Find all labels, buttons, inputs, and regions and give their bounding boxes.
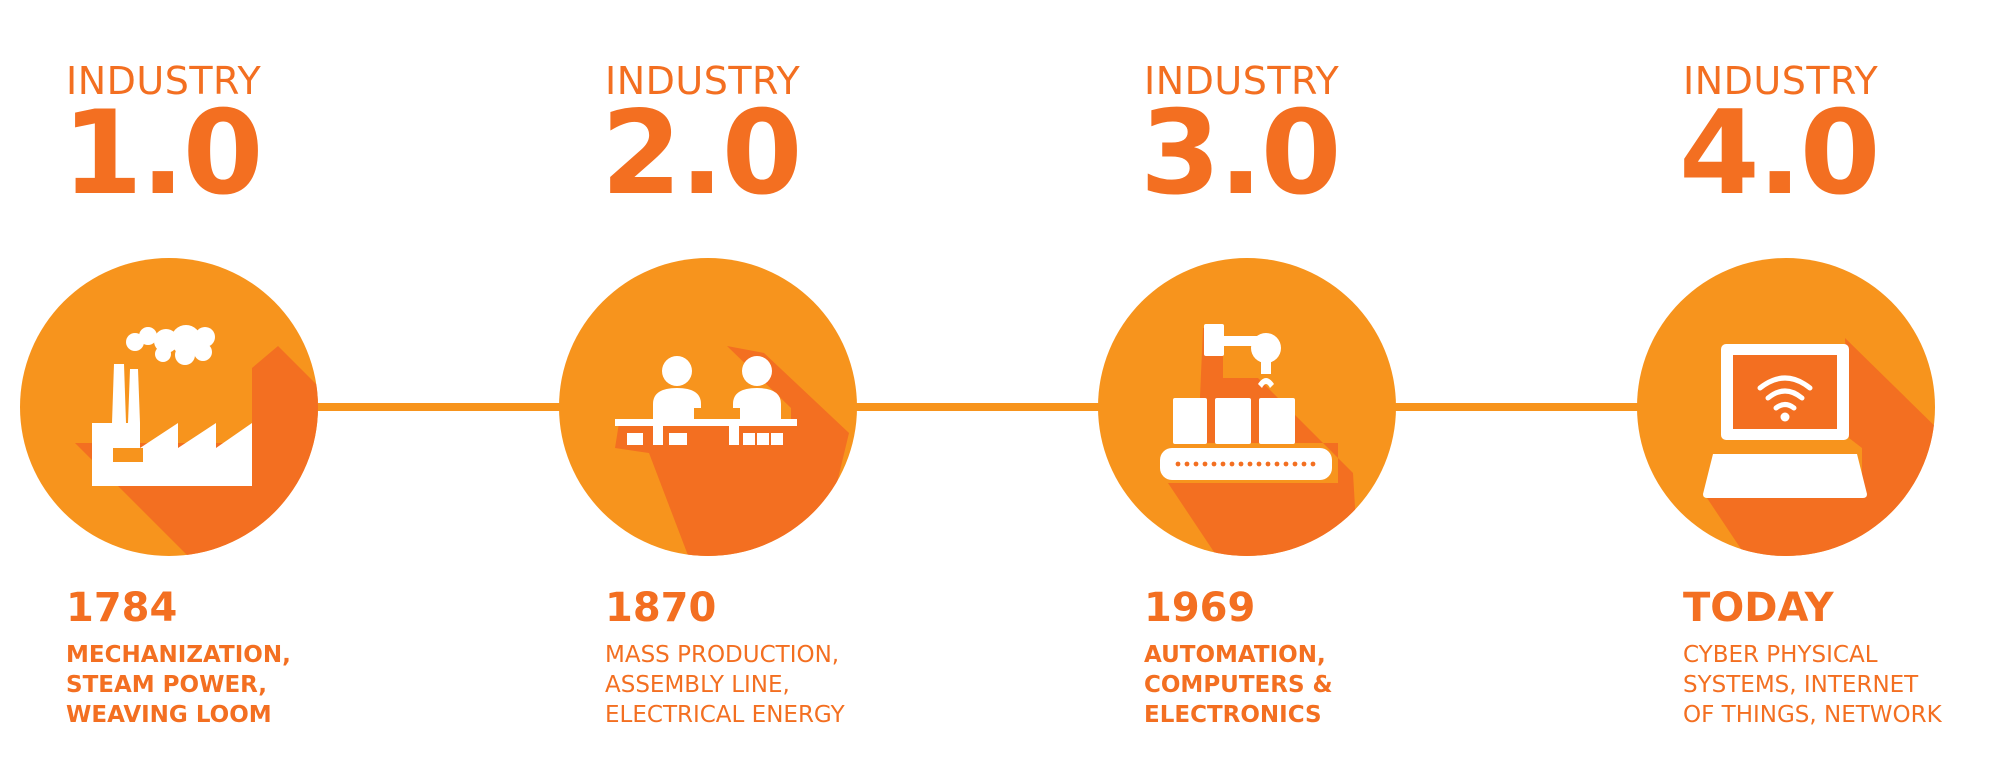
stage-description: MASS PRODUCTION, ASSEMBLY LINE, ELECTRIC… xyxy=(605,640,845,730)
stage-description-line: WEAVING LOOM xyxy=(66,702,272,728)
stage-description-line: STEAM POWER, xyxy=(66,672,268,698)
stage-industry-4: INDUSTRY 4.0 TODAY CYBER PHYSICAL SYSTEM… xyxy=(1637,0,2010,784)
stage-title: INDUSTRY xyxy=(1144,59,1340,103)
stage-version: 2.0 xyxy=(601,86,802,221)
stage-description-line: MASS PRODUCTION, xyxy=(605,642,840,668)
stage-badge xyxy=(559,258,857,556)
stage-industry-1: INDUSTRY 1.0 1 xyxy=(20,0,546,784)
stage-year: 1870 xyxy=(605,585,717,631)
stage-year: 1784 xyxy=(66,585,178,631)
laptop-wifi-icon xyxy=(1637,258,1935,556)
stage-description-line: SYSTEMS, INTERNET xyxy=(1683,672,1919,698)
stage-version: 1.0 xyxy=(62,86,263,221)
robotic-arm-conveyor-icon xyxy=(1098,258,1396,556)
stage-description-line: CYBER PHYSICAL xyxy=(1683,642,1878,668)
stage-badge xyxy=(1637,258,1935,556)
stage-description: MECHANIZATION, STEAM POWER, WEAVING LOOM xyxy=(66,640,291,730)
stage-version: 4.0 xyxy=(1679,86,1880,221)
stage-description: AUTOMATION, COMPUTERS & ELECTRONICS xyxy=(1144,640,1333,730)
stage-year: 1969 xyxy=(1144,585,1256,631)
stage-description: CYBER PHYSICAL SYSTEMS, INTERNET OF THIN… xyxy=(1683,640,1942,730)
stage-description-line: MECHANIZATION, xyxy=(66,642,291,668)
stage-description-line: ELECTRONICS xyxy=(1144,702,1322,728)
stage-description-line: ASSEMBLY LINE, xyxy=(605,672,790,698)
stage-year: TODAY xyxy=(1683,585,1834,631)
stage-industry-3: INDUSTRY 3.0 xyxy=(1098,0,1624,784)
stage-description-line: AUTOMATION, xyxy=(1144,642,1326,668)
stage-badge xyxy=(20,258,318,556)
stage-version: 3.0 xyxy=(1140,86,1341,221)
timeline-connector-line xyxy=(166,403,1930,411)
stage-description-line: COMPUTERS & xyxy=(1144,672,1333,698)
stage-title: INDUSTRY xyxy=(605,59,801,103)
assembly-line-workers-icon xyxy=(559,258,857,556)
stage-industry-2: INDUSTRY 2.0 xyxy=(559,0,1085,784)
stage-title: INDUSTRY xyxy=(1683,59,1879,103)
stage-badge xyxy=(1098,258,1396,556)
stage-description-line: OF THINGS, NETWORK xyxy=(1683,702,1942,728)
stage-description-line: ELECTRICAL ENERGY xyxy=(605,702,845,728)
factory-icon xyxy=(20,258,318,556)
stage-title: INDUSTRY xyxy=(66,59,262,103)
